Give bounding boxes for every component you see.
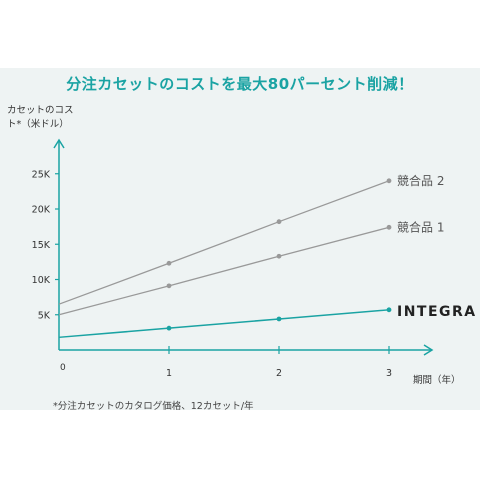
y-tick-label: 15K bbox=[32, 240, 51, 251]
x-tick-label: 3 bbox=[386, 368, 392, 379]
data-point bbox=[386, 307, 392, 313]
y-tick-label: 5K bbox=[38, 310, 51, 321]
x-tick-label: 2 bbox=[276, 368, 282, 379]
y-tick-label: 20K bbox=[32, 205, 51, 216]
origin-label: 0 bbox=[60, 363, 66, 373]
x-axis-arrow bbox=[423, 344, 434, 356]
data-point bbox=[276, 253, 282, 259]
data-point bbox=[166, 325, 172, 331]
footnote: *分注カセットのカタログ価格、12カセット/年 bbox=[53, 401, 254, 412]
data-point bbox=[386, 224, 392, 230]
y-axis-arrow bbox=[53, 138, 65, 149]
series-line bbox=[58, 309, 390, 339]
chart-panel bbox=[0, 68, 480, 410]
series-line bbox=[58, 226, 390, 316]
series-line bbox=[58, 180, 390, 305]
data-point bbox=[166, 283, 172, 289]
data-point bbox=[276, 219, 282, 225]
y-tick-label: 10K bbox=[32, 275, 51, 286]
data-point bbox=[166, 260, 172, 266]
x-tick-label: 1 bbox=[166, 368, 172, 379]
y-axis-label: カセットのコス ト*（米ドル） bbox=[7, 104, 77, 132]
y-axis-label-line1: カセットのコス bbox=[7, 105, 74, 116]
x-axis-label: 期間（年） bbox=[413, 375, 461, 386]
data-point bbox=[386, 178, 392, 184]
series-label: 競合品 2 bbox=[397, 173, 444, 188]
data-point bbox=[276, 316, 282, 322]
y-axis-label-line2: ト*（米ドル） bbox=[7, 119, 69, 130]
series-label: 競合品 1 bbox=[397, 219, 444, 234]
series-label: INTEGRA bbox=[397, 304, 477, 320]
y-tick-label: 25K bbox=[32, 169, 51, 180]
chart-title: 分注カセットのコストを最大80パーセント削減！ bbox=[66, 75, 414, 93]
